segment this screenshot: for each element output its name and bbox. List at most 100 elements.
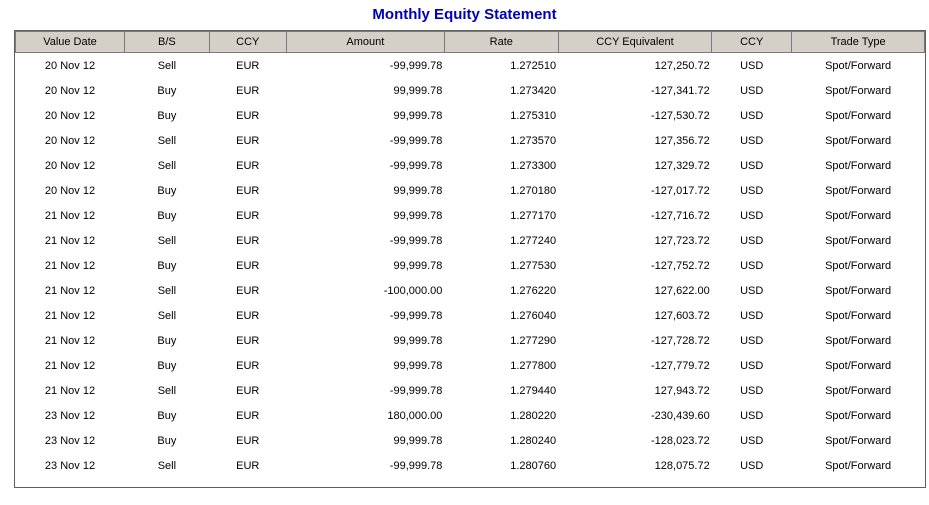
- cell-ccy-equivalent: 127,943.72: [654, 384, 710, 397]
- cell-trade-type: Spot/Forward: [825, 334, 892, 347]
- cell-b-s: Buy: [157, 259, 177, 272]
- table-row: 21 Nov 12 Sell EUR -99,999.78 1.279440 127,94…: [16, 378, 925, 403]
- cell-ccy-equivalent: 127,723.72: [654, 234, 710, 247]
- cell-ccy-equivalent: -127,716.72: [651, 209, 710, 222]
- cell-amount: 99,999.78: [393, 84, 443, 97]
- cell-ccy-equivalent: -127,530.72: [651, 109, 710, 122]
- table-header: Value Date B/S CCY Amount Rate CCY Equivalent…: [15, 31, 925, 53]
- cell-b-s: Sell: [157, 59, 177, 72]
- cell-value-date: 21 Nov 12: [44, 384, 96, 397]
- cell-trade-type: Spot/Forward: [825, 259, 892, 272]
- cell-value-date: 23 Nov 12: [44, 459, 96, 472]
- table-body: 20 Nov 12 Sell EUR -99,999.78 1.272510 127,25…: [16, 53, 925, 479]
- cell-amount: -99,999.78: [389, 384, 443, 397]
- column-header-ccy-equivalent: CCY Equivalent: [557, 31, 713, 53]
- cell-ccy-equivalent: -127,752.72: [651, 259, 710, 272]
- page-title: Monthly Equity Statement: [372, 6, 557, 23]
- table-row: 21 Nov 12 Sell EUR -100,000.00 1.276220 127,6…: [16, 278, 925, 303]
- cell-rate: 1.273420: [510, 84, 557, 97]
- cell-trade-type: Spot/Forward: [825, 359, 892, 372]
- cell-trade-type: Spot/Forward: [825, 84, 892, 97]
- cell-value-date: 20 Nov 12: [44, 159, 96, 172]
- cell-b-s: Buy: [157, 209, 177, 222]
- column-header-amount: Amount: [285, 31, 445, 53]
- cell-ccy: EUR: [236, 159, 260, 172]
- cell-trade-type: Spot/Forward: [825, 284, 892, 297]
- cell-ccy-2: USD: [740, 59, 764, 72]
- cell-amount: 99,999.78: [393, 209, 443, 222]
- cell-b-s: Buy: [157, 109, 177, 122]
- cell-ccy: EUR: [236, 134, 260, 147]
- cell-value-date: 20 Nov 12: [44, 84, 96, 97]
- cell-ccy-2: USD: [740, 234, 764, 247]
- cell-ccy-2: USD: [740, 259, 764, 272]
- cell-b-s: Sell: [157, 159, 177, 172]
- cell-ccy: EUR: [236, 384, 260, 397]
- table-row: 20 Nov 12 Buy EUR 99,999.78 1.275310 -127,530…: [16, 103, 925, 128]
- cell-ccy-2: USD: [740, 434, 764, 447]
- cell-rate: 1.277530: [510, 259, 557, 272]
- column-header-trade-type: Trade Type: [791, 31, 925, 53]
- column-header-rate: Rate: [443, 31, 559, 53]
- cell-ccy-equivalent: -127,728.72: [651, 334, 710, 347]
- cell-ccy: EUR: [236, 84, 260, 97]
- cell-value-date: 20 Nov 12: [44, 109, 96, 122]
- cell-value-date: 23 Nov 12: [44, 409, 96, 422]
- cell-ccy: EUR: [236, 359, 260, 372]
- cell-ccy: EUR: [236, 259, 260, 272]
- cell-b-s: Buy: [157, 84, 177, 97]
- cell-value-date: 20 Nov 12: [44, 184, 96, 197]
- cell-b-s: Buy: [157, 409, 177, 422]
- cell-amount: 99,999.78: [393, 359, 443, 372]
- statement-table-container: Value Date B/S CCY Amount Rate CCY Equivalent…: [14, 30, 926, 488]
- table-row: 23 Nov 12 Buy EUR 99,999.78 1.280240 -128,023…: [16, 428, 925, 453]
- cell-ccy: EUR: [236, 309, 260, 322]
- cell-amount: 99,999.78: [393, 184, 443, 197]
- cell-rate: 1.280240: [510, 434, 557, 447]
- cell-value-date: 20 Nov 12: [44, 59, 96, 72]
- cell-rate: 1.277170: [510, 209, 557, 222]
- cell-ccy: EUR: [236, 184, 260, 197]
- table-row: 23 Nov 12 Sell EUR -99,999.78 1.280760 128,07…: [16, 453, 925, 478]
- cell-amount: -100,000.00: [383, 284, 443, 297]
- table-header-row: Value Date B/S CCY Amount Rate CCY Equivalent…: [15, 31, 925, 53]
- cell-ccy-equivalent: 127,622.00: [654, 284, 710, 297]
- cell-ccy: EUR: [236, 409, 260, 422]
- cell-amount: 99,999.78: [393, 434, 443, 447]
- cell-trade-type: Spot/Forward: [825, 209, 892, 222]
- cell-amount: 99,999.78: [393, 259, 443, 272]
- table-row: 21 Nov 12 Buy EUR 99,999.78 1.277530 -127,752…: [16, 253, 925, 278]
- table-row: 21 Nov 12 Buy EUR 99,999.78 1.277290 -127,728…: [16, 328, 925, 353]
- cell-b-s: Sell: [157, 284, 177, 297]
- cell-value-date: 21 Nov 12: [44, 284, 96, 297]
- cell-ccy-equivalent: 128,075.72: [654, 459, 710, 472]
- table-row: 21 Nov 12 Sell EUR -99,999.78 1.276040 127,60…: [16, 303, 925, 328]
- table-row: 21 Nov 12 Sell EUR -99,999.78 1.277240 127,72…: [16, 228, 925, 253]
- cell-rate: 1.280760: [510, 459, 557, 472]
- cell-ccy-2: USD: [740, 209, 764, 222]
- cell-ccy-2: USD: [740, 359, 764, 372]
- cell-value-date: 20 Nov 12: [44, 134, 96, 147]
- cell-ccy-2: USD: [740, 109, 764, 122]
- cell-rate: 1.279440: [510, 384, 557, 397]
- cell-ccy-2: USD: [740, 334, 764, 347]
- cell-amount: -99,999.78: [389, 59, 443, 72]
- table-row: 20 Nov 12 Sell EUR -99,999.78 1.273570 127,35…: [16, 128, 925, 153]
- cell-amount: -99,999.78: [389, 234, 443, 247]
- cell-trade-type: Spot/Forward: [825, 309, 892, 322]
- cell-b-s: Sell: [157, 134, 177, 147]
- cell-ccy-equivalent: 127,603.72: [654, 309, 710, 322]
- cell-ccy: EUR: [236, 284, 260, 297]
- cell-rate: 1.275310: [510, 109, 557, 122]
- cell-b-s: Sell: [157, 234, 177, 247]
- cell-value-date: 21 Nov 12: [44, 334, 96, 347]
- cell-ccy-equivalent: -127,017.72: [651, 184, 710, 197]
- cell-b-s: Buy: [157, 184, 177, 197]
- cell-amount: -99,999.78: [389, 309, 443, 322]
- cell-rate: 1.276220: [510, 284, 557, 297]
- cell-ccy-equivalent: 127,250.72: [654, 59, 710, 72]
- cell-ccy: EUR: [236, 334, 260, 347]
- cell-trade-type: Spot/Forward: [825, 184, 892, 197]
- cell-rate: 1.276040: [510, 309, 557, 322]
- table-row: 23 Nov 12 Buy EUR 180,000.00 1.280220 -230,43…: [16, 403, 925, 428]
